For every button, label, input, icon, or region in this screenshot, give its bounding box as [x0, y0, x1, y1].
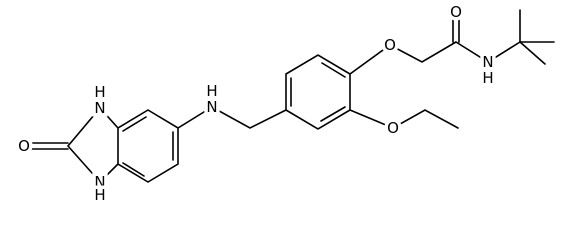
atom-label: H	[94, 186, 105, 202]
atom-label: N	[482, 53, 493, 71]
atom-label: N	[94, 99, 105, 117]
bond-lines	[29, 9, 555, 184]
molecule-diagram: O O N H O N H H N N H O	[18, 3, 555, 202]
atom-label: O	[450, 3, 462, 21]
atom-label: O	[384, 36, 396, 54]
atom-label: N	[94, 173, 105, 191]
atom-label: O	[387, 119, 399, 137]
bonds	[29, 9, 555, 184]
atom-label: N	[206, 98, 217, 116]
atom-label: H	[94, 83, 105, 101]
atom-label: H	[206, 82, 217, 100]
atom-label: H	[482, 69, 493, 87]
atom-label: O	[18, 137, 30, 155]
